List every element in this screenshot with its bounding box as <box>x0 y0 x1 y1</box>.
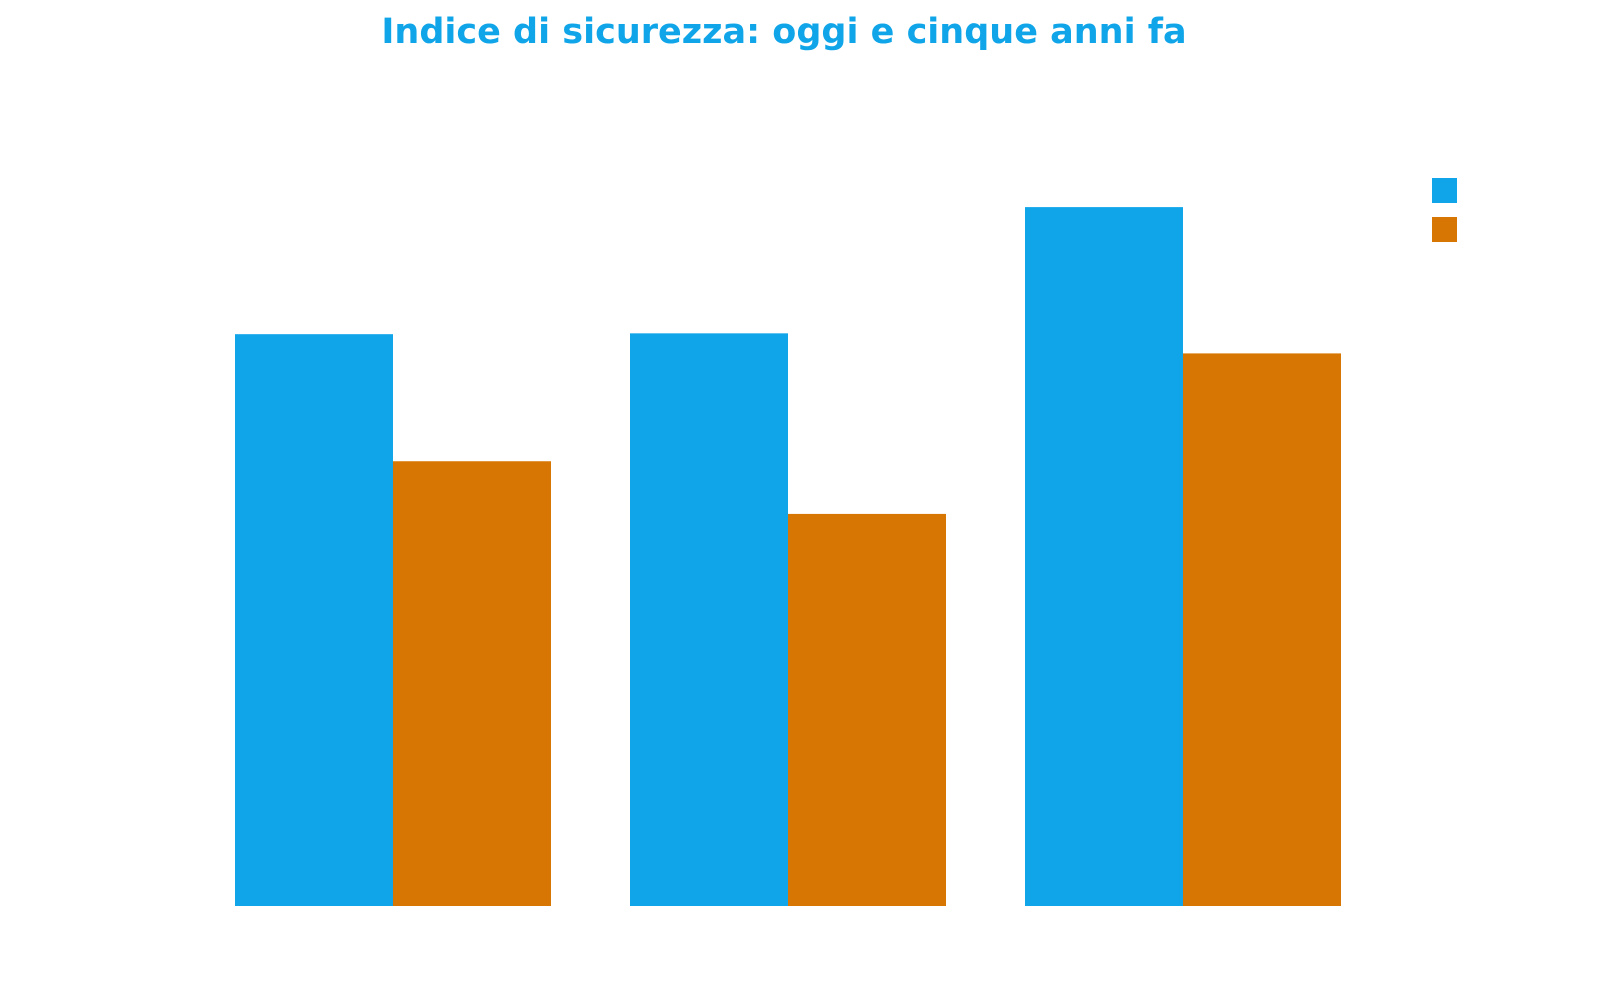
bar-series2-group2 <box>788 513 946 906</box>
legend-swatch-series2 <box>1432 217 1457 242</box>
bar-series2-group3 <box>1183 353 1341 906</box>
bar-series1-group3 <box>1025 207 1183 906</box>
legend <box>1432 178 1457 242</box>
legend-swatch-series1 <box>1432 178 1457 203</box>
bar-series1-group1 <box>235 334 393 906</box>
bars-layer <box>235 207 1341 907</box>
bar-series1-group2 <box>630 333 788 907</box>
bar-series2-group1 <box>393 461 551 906</box>
chart-title: Indice di sicurezza: oggi e cinque anni … <box>381 12 1187 52</box>
